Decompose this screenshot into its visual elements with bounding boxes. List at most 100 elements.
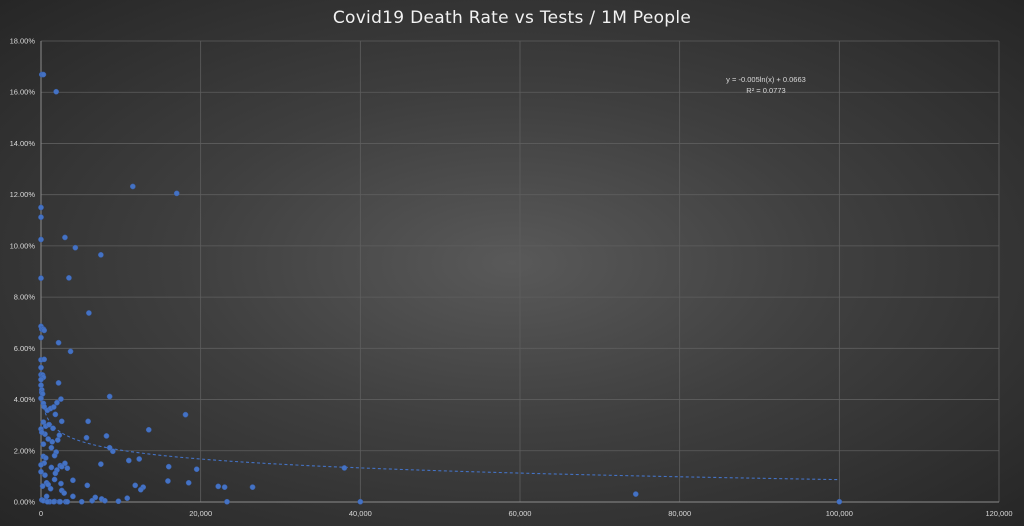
tick-labels: 0.00% 2.00% 4.00% 6.00% 8.00% 10.00% 12.00% 14.… xyxy=(10,37,1013,519)
y-tick-label: 8.00% xyxy=(14,293,36,302)
scatter-point xyxy=(38,334,44,341)
scatter-point xyxy=(42,455,49,461)
scatter-point xyxy=(58,396,64,402)
scatter-point xyxy=(110,448,116,455)
trendline-equation-label: y = -0.005ln(x) + 0.0663 xyxy=(726,75,806,84)
x-tick-label: 120,000 xyxy=(985,509,1012,518)
scatter-point xyxy=(39,483,46,489)
x-tick-label: 20,000 xyxy=(189,509,212,518)
scatter-point xyxy=(83,434,90,441)
scatter-point xyxy=(42,472,48,478)
scatter-point xyxy=(115,498,122,505)
scatter-point xyxy=(67,348,74,355)
trendline-r-squared-label: R² = 0.0773 xyxy=(746,86,785,95)
chart-title: Covid19 Death Rate vs Tests / 1M People xyxy=(332,8,692,28)
y-tick-label: 0.00% xyxy=(14,498,36,507)
scatter-point xyxy=(56,432,63,438)
scatter-point xyxy=(136,456,143,462)
scatter-point xyxy=(58,480,64,487)
scatter-point xyxy=(38,275,44,282)
scatter-point xyxy=(50,404,57,410)
scatter-point xyxy=(38,214,44,221)
scatter-points xyxy=(38,71,843,505)
scatter-point xyxy=(836,498,843,505)
y-tick-label: 6.00% xyxy=(14,344,36,353)
scatter-point xyxy=(52,470,59,477)
scatter-point xyxy=(38,468,44,475)
y-tick-label: 12.00% xyxy=(10,190,36,199)
scatter-point xyxy=(66,275,72,281)
gridlines xyxy=(41,40,1000,502)
trendline xyxy=(41,396,840,481)
scatter-point xyxy=(106,444,113,451)
scatter-point xyxy=(38,376,44,383)
y-tick-label: 18.00% xyxy=(10,37,36,46)
scatter-point xyxy=(98,252,104,258)
scatter-point xyxy=(49,438,56,445)
scatter-point xyxy=(48,464,55,471)
trendline-equation: y = -0.005ln(x) + 0.0663 R² = 0.0773 xyxy=(726,75,806,95)
scatter-point xyxy=(137,486,144,493)
x-tick-label: 100,000 xyxy=(826,509,853,518)
scatter-point xyxy=(125,457,132,464)
y-tick-label: 10.00% xyxy=(10,241,36,250)
scatter-point xyxy=(85,418,91,425)
scatter-point xyxy=(632,491,639,497)
scatter-point xyxy=(53,88,60,95)
scatter-point xyxy=(215,483,222,490)
scatter-point xyxy=(106,393,113,400)
y-tick-label: 16.00% xyxy=(10,88,36,97)
scatter-point xyxy=(54,437,61,443)
scatter-point xyxy=(57,498,64,505)
scatter-point xyxy=(357,498,364,505)
scatter-point xyxy=(43,493,50,500)
scatter-point xyxy=(132,482,139,489)
scatter-point xyxy=(38,462,44,468)
scatter-point xyxy=(50,498,57,505)
scatter-point xyxy=(46,421,52,428)
scatter-point xyxy=(221,484,228,490)
scatter-point xyxy=(44,498,51,505)
scatter-point xyxy=(38,364,44,371)
scatter-point xyxy=(41,403,48,410)
y-tick-label: 14.00% xyxy=(10,139,36,148)
scatter-point xyxy=(38,204,44,211)
scatter-point xyxy=(173,190,180,197)
scatter-point xyxy=(70,477,76,484)
scatter-point xyxy=(55,339,62,346)
scatter-point xyxy=(58,463,65,470)
scatter-point xyxy=(86,310,92,316)
scatter-point xyxy=(45,436,52,442)
scatter-point xyxy=(52,411,59,418)
scatter-point xyxy=(48,444,55,451)
scatter-point xyxy=(62,234,68,241)
scatter-point xyxy=(41,356,48,363)
scatter-point xyxy=(40,71,47,78)
scatter-point xyxy=(103,433,110,439)
scatter-point xyxy=(40,441,47,447)
scatter-point xyxy=(341,465,348,471)
scatter-point xyxy=(51,452,58,459)
scatter-point xyxy=(72,244,79,251)
y-tick-label: 4.00% xyxy=(14,395,36,404)
scatter-point xyxy=(89,497,95,504)
scatter-point xyxy=(165,463,172,470)
scatter-point xyxy=(84,482,91,489)
scatter-point xyxy=(41,327,48,334)
scatter-point xyxy=(64,465,71,472)
scatter-point xyxy=(193,466,200,473)
trendline-layer xyxy=(41,396,840,481)
scatter-point xyxy=(78,498,85,505)
scatter-point xyxy=(64,498,71,505)
scatter-point xyxy=(38,382,44,389)
scatter-point xyxy=(38,236,44,243)
scatter-point xyxy=(58,418,65,425)
x-tick-label: 0 xyxy=(39,509,43,518)
scatter-point xyxy=(129,183,136,190)
scatter-point xyxy=(54,399,60,406)
x-tick-label: 60,000 xyxy=(509,509,532,518)
scatter-point xyxy=(124,495,131,502)
x-tick-label: 80,000 xyxy=(668,509,691,518)
